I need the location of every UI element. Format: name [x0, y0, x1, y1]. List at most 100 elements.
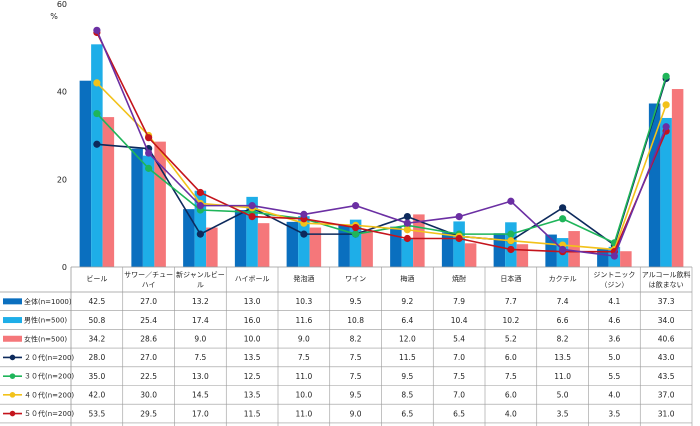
- legend-swatch-marker: [9, 392, 16, 398]
- table-cell-value: 7.0: [453, 391, 465, 400]
- bar-1-1: [142, 155, 155, 267]
- table-cell-value: 27.0: [140, 353, 157, 362]
- line-series-2: [96, 82, 667, 251]
- table-cell-value: 8.2: [557, 334, 569, 343]
- y-axis-unit: %: [50, 12, 58, 21]
- bar-0-11: [648, 103, 661, 267]
- table-cell-value: 22.5: [140, 372, 157, 381]
- table-cell-value: 11.0: [296, 372, 313, 381]
- category-label: ハイボール: [235, 275, 270, 283]
- bar-1-11: [660, 117, 672, 267]
- table-cell-value: 25.4: [140, 316, 157, 325]
- table-cell-value: 31.0: [658, 409, 675, 418]
- legend-swatch-bar: [3, 298, 22, 305]
- line-point-3-5: [352, 223, 360, 232]
- bar-1-7: [453, 221, 465, 267]
- table-cell-value: 34.0: [658, 316, 675, 325]
- bar-2-4: [309, 227, 322, 267]
- table-cell-value: 10.0: [244, 334, 261, 343]
- table-cell-value: 5.2: [505, 334, 517, 343]
- line-series-4: [96, 29, 667, 257]
- table-cell-value: 9.5: [350, 297, 362, 306]
- table-cell-value: 13.0: [244, 297, 261, 306]
- line-point-1-8: [507, 230, 515, 238]
- bar-2-1: [154, 141, 166, 267]
- table-cell-value: 11.5: [244, 409, 261, 418]
- category-label: 焼酎: [452, 274, 466, 283]
- table-cell-value: 37.0: [658, 391, 675, 400]
- line-point-0-6: [403, 212, 411, 221]
- table-cell-value: 5.4: [453, 334, 465, 343]
- table-cell-value: 4.0: [505, 409, 517, 418]
- table-cell-value: 7.5: [453, 372, 465, 381]
- table-cell-value: 42.5: [89, 297, 106, 306]
- category-label: （ジン）: [600, 281, 628, 289]
- table-cell-value: 3.5: [608, 409, 620, 418]
- line-point-3-7: [455, 234, 463, 243]
- line-series-3: [96, 32, 667, 253]
- table-cell-value: 28.0: [89, 353, 106, 362]
- y-tick-label: 20: [57, 175, 67, 184]
- table-cell-value: 13.5: [554, 353, 571, 362]
- line-point-4-5: [352, 202, 360, 210]
- line-series-0: [96, 78, 667, 247]
- line-point-4-8: [507, 197, 515, 205]
- line-point-1-0: [93, 109, 101, 118]
- bar-1-8: [505, 222, 517, 267]
- bar-1-0: [91, 44, 103, 268]
- table-cell-value: 3.6: [608, 334, 620, 343]
- line-point-4-11: [662, 123, 670, 131]
- legend-swatch-marker: [9, 354, 16, 361]
- bar-0-5: [338, 225, 350, 267]
- table-cell-value: 8.5: [401, 391, 413, 400]
- bar-1-4: [298, 216, 310, 267]
- bar-2-11: [671, 89, 684, 267]
- table-cell-value: 10.3: [296, 297, 313, 306]
- category-label: ビール: [86, 274, 107, 283]
- line-point-3-2: [196, 188, 204, 197]
- category-label: アルコール飲料: [642, 270, 691, 279]
- bar-0-0: [79, 80, 92, 267]
- line-point-2-11: [662, 101, 670, 109]
- line-point-2-0: [93, 79, 101, 87]
- bar-2-5: [361, 231, 373, 267]
- bar-0-4: [286, 221, 299, 267]
- table-cell-value: 5.0: [608, 353, 620, 362]
- table-cell-value: 7.4: [557, 297, 569, 306]
- bar-2-2: [206, 227, 218, 267]
- line-point-3-6: [403, 234, 411, 243]
- line-point-4-1: [145, 149, 153, 157]
- table-cell-value: 7.5: [350, 372, 362, 381]
- table-cell-value: 4.0: [608, 391, 620, 400]
- bar-1-3: [246, 196, 258, 267]
- table-cell-value: 9.0: [350, 409, 362, 418]
- table-cell-value: 9.5: [401, 372, 413, 381]
- legend-swatch-marker: [9, 373, 16, 379]
- category-label: ジントニック: [593, 271, 635, 279]
- y-tick-label: 40: [57, 88, 67, 97]
- legend-swatch-bar: [3, 317, 22, 324]
- category-label: ワイン: [345, 275, 366, 283]
- table-cell-value: 11.5: [399, 353, 416, 362]
- legend-swatch-bar: [3, 335, 22, 342]
- table-cell-value: 6.4: [401, 316, 413, 325]
- category-label: ハイ: [142, 281, 156, 289]
- table-cell-value: 40.6: [658, 334, 675, 343]
- table-cell-value: 17.0: [192, 409, 209, 418]
- bar-1-5: [349, 219, 362, 267]
- table-cell-value: 4.1: [608, 297, 620, 306]
- table-cell-value: 13.5: [244, 391, 261, 400]
- legend-label: ４０代(n=200): [24, 390, 74, 399]
- legend-label: ３０代(n=200): [24, 372, 74, 381]
- y-tick-label: 0: [62, 263, 67, 272]
- table-cell-value: 5.5: [608, 372, 620, 381]
- table-cell-value: 6.5: [401, 409, 413, 418]
- table-cell-value: 7.5: [350, 353, 362, 362]
- bar-0-8: [493, 233, 506, 267]
- bar-0-3: [234, 210, 247, 267]
- legend-label: 女性(n=500): [24, 334, 67, 343]
- table-cell-value: 29.5: [140, 409, 157, 418]
- line-point-2-8: [507, 237, 515, 245]
- line-point-2-6: [403, 226, 411, 234]
